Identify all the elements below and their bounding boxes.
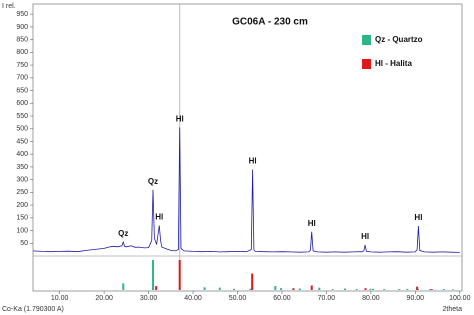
y-tick-label: 950	[16, 11, 28, 18]
peak-annotation: Hl	[308, 219, 316, 228]
peak-annotation: Hl	[176, 115, 184, 124]
x-tick-label: 80.00	[362, 295, 380, 302]
y-tick-label: 100	[16, 227, 28, 234]
x-tick-label: 70.00	[318, 295, 336, 302]
y-tick-label: 600	[16, 100, 28, 107]
y-tick-label: 250	[16, 189, 28, 196]
x-tick-label: 10.00	[51, 295, 69, 302]
chart-title: GC06A - 230 cm	[232, 17, 308, 28]
peak-annotation: Qz	[148, 177, 158, 186]
y-tick-label: 50	[20, 240, 28, 247]
y-tick-label: 300	[16, 176, 28, 183]
y-axis-label: I rel.	[2, 3, 16, 10]
y-tick-label: 800	[16, 49, 28, 56]
peak-annotation: Hl	[249, 157, 257, 166]
x-tick-label: 20.00	[95, 295, 113, 302]
y-tick-label: 850	[16, 36, 28, 43]
x-tick-label: 100.00	[449, 295, 471, 302]
legend-swatch	[362, 35, 371, 45]
x-tick-label: 30.00	[140, 295, 158, 302]
y-tick-label: 450	[16, 138, 28, 145]
pattern-line	[32, 127, 460, 253]
legend-swatch	[362, 59, 371, 69]
y-tick-label: 200	[16, 202, 28, 209]
y-tick-label: 650	[16, 87, 28, 94]
y-tick-label: 500	[16, 126, 28, 133]
y-tick-label: 700	[16, 75, 28, 82]
y-tick-label: 750	[16, 62, 28, 69]
legend-label: Qz - Quartzo	[375, 35, 423, 44]
peak-annotation: Hl	[414, 213, 422, 222]
x-tick-label: 50.00	[229, 295, 247, 302]
y-tick-label: 150	[16, 215, 28, 222]
y-tick-label: 550	[16, 113, 28, 120]
x-tick-label: 40.00	[184, 295, 202, 302]
peak-annotation: Hl	[361, 232, 369, 241]
peak-annotation: Qz	[118, 229, 128, 238]
y-tick-label: 350	[16, 164, 28, 171]
x-tick-label: 90.00	[407, 295, 425, 302]
plot-frame	[32, 3, 463, 292]
y-tick-label: 400	[16, 151, 28, 158]
legend-label: Hl - Halita	[375, 59, 412, 68]
radiation-label: Co-Ka (1.790300 A)	[2, 306, 64, 313]
peak-annotation: Hl	[155, 213, 163, 222]
x-axis-label: 2theta	[443, 306, 463, 313]
y-tick-label: 900	[16, 24, 28, 31]
x-tick-label: 60.00	[273, 295, 291, 302]
